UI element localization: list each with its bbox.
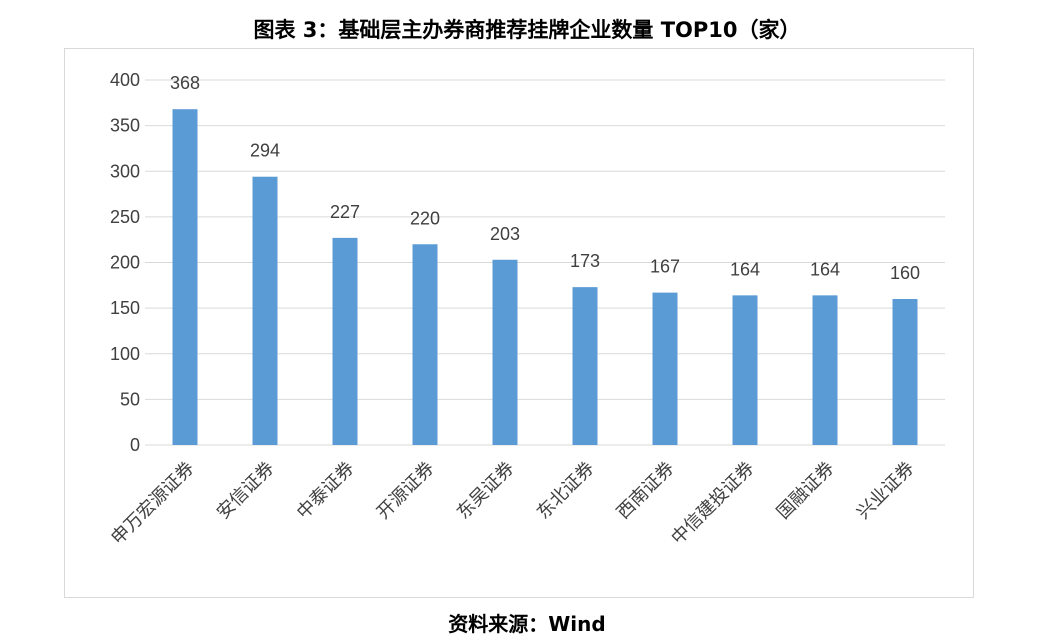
bar [412,244,438,445]
bar [172,109,198,445]
y-tick-label: 400 [110,70,140,90]
category-label: 中信建投证券 [667,458,758,549]
y-tick-label: 150 [110,298,140,318]
bars [172,109,918,445]
bar [732,295,758,445]
chart-title: 图表 3：基础层主办券商推荐挂牌企业数量 TOP10（家） [253,18,801,42]
data-label: 173 [570,251,600,271]
data-label: 227 [330,202,360,222]
y-tick-label: 300 [110,161,140,181]
data-label: 203 [490,224,520,244]
data-label: 368 [170,73,200,93]
data-label: 294 [250,141,280,161]
bar [812,295,838,445]
data-label: 167 [650,257,680,277]
bar [652,292,678,445]
bar [572,287,598,445]
category-label: 兴业证券 [853,458,919,524]
bar [252,176,278,445]
y-tick-label: 250 [110,207,140,227]
category-label: 国融证券 [773,458,839,524]
data-label: 220 [410,208,440,228]
y-axis-ticks: 0 50 100 150 200 250 300 350 400 [110,70,140,455]
data-label: 164 [730,259,760,279]
y-tick-label: 350 [110,116,140,136]
bar [492,259,518,445]
category-label: 申万宏源证券 [107,458,198,549]
data-label: 160 [890,263,920,283]
gridlines [145,79,945,446]
bar [892,299,918,445]
y-tick-label: 200 [110,253,140,273]
category-label: 西南证券 [613,458,679,524]
y-tick-label: 50 [120,389,140,409]
data-label: 164 [810,259,840,279]
category-label: 东北证券 [533,458,599,524]
category-label: 安信证券 [213,458,279,524]
source-note: 资料来源：Wind [448,612,606,636]
category-label: 中泰证券 [293,458,359,524]
data-labels: 368 294 227 220 203 173 167 164 164 160 [170,73,920,283]
category-label: 东吴证券 [453,458,519,524]
y-tick-label: 100 [110,344,140,364]
category-label: 开源证券 [373,458,439,524]
bar [332,237,358,445]
y-tick-label: 0 [130,435,140,455]
